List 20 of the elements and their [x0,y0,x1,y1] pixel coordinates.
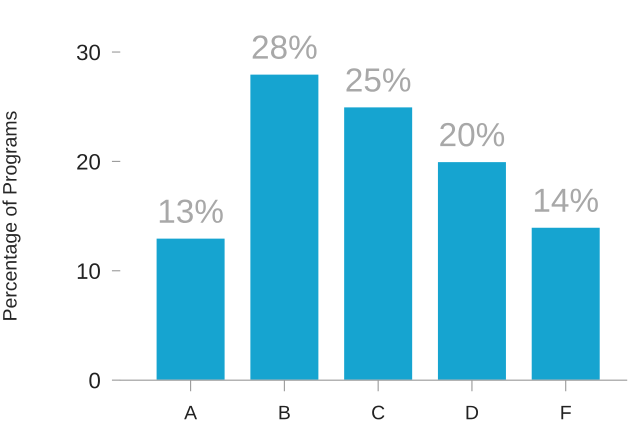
x-tick-label: A [184,406,198,420]
y-tick-label: 30 [76,44,100,60]
data-label: 25% [346,68,410,92]
bar [436,160,508,380]
x-tick-label: C [372,406,384,420]
y-tick-label: 0 [89,372,100,388]
y-tick-label: 20 [77,154,100,170]
bar [155,237,226,380]
bar [530,226,602,380]
bar [342,106,414,380]
data-label: 20% [440,122,504,146]
data-label: 14% [534,188,598,212]
data-label: 13% [160,199,223,224]
bar [248,73,320,380]
y-axis-title: Percentage of Programs [2,111,21,320]
x-tick-label: B [279,406,290,420]
y-tick-label: 10 [78,263,100,280]
x-tick-label: D [466,406,478,420]
data-label: 28% [252,35,317,59]
x-tick-label: F [561,406,571,420]
